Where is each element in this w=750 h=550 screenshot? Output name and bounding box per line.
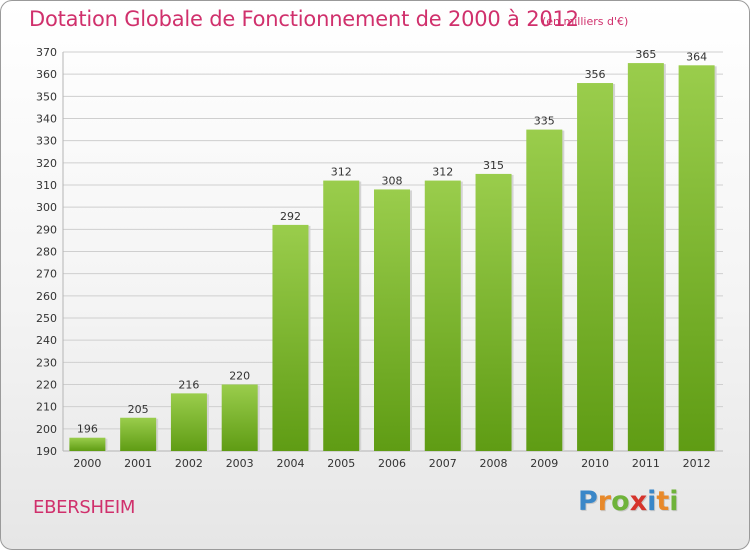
logo-letter: P: [578, 486, 598, 517]
bar: [69, 437, 106, 451]
logo-letter: i: [669, 486, 679, 517]
bar-value-label: 216: [178, 378, 199, 391]
y-tick-label: 340: [36, 113, 57, 126]
logo-letter: o: [611, 486, 630, 517]
bar: [678, 65, 715, 452]
bar: [170, 393, 207, 451]
chart-title: Dotation Globale de Fonctionnement de 20…: [29, 7, 579, 31]
bar: [627, 63, 664, 451]
x-tick-label: 2008: [480, 457, 508, 470]
bar-value-label: 335: [534, 115, 555, 128]
bar: [577, 83, 614, 452]
x-tick-label: 2001: [124, 457, 152, 470]
bar-value-label: 364: [686, 50, 707, 63]
bar-value-label: 308: [382, 174, 403, 187]
proxiti-logo[interactable]: Proxiti: [578, 486, 679, 517]
bar-value-label: 365: [635, 48, 656, 61]
bar-value-label: 312: [331, 166, 352, 179]
chart-subtitle: (en milliers d'€): [542, 15, 629, 28]
y-tick-label: 350: [36, 90, 57, 103]
x-tick-label: 2011: [632, 457, 660, 470]
y-tick-label: 280: [36, 246, 57, 259]
y-tick-label: 360: [36, 68, 57, 81]
x-tick-label: 2009: [530, 457, 558, 470]
bar-value-label: 196: [77, 423, 98, 436]
bar: [272, 224, 309, 451]
y-tick-label: 240: [36, 334, 57, 347]
logo-letter: r: [597, 486, 612, 517]
bar: [323, 180, 360, 452]
y-tick-label: 220: [36, 379, 57, 392]
y-tick-label: 320: [36, 157, 57, 170]
y-tick-label: 290: [36, 223, 57, 236]
x-tick-label: 2004: [276, 457, 304, 470]
town-name: EBERSHEIM: [33, 497, 136, 518]
y-tick-label: 270: [36, 268, 57, 281]
y-tick-label: 210: [36, 401, 57, 414]
x-tick-label: 2006: [378, 457, 406, 470]
logo-letter: i: [647, 486, 657, 517]
y-tick-label: 260: [36, 290, 57, 303]
bar: [526, 129, 563, 452]
x-tick-label: 2012: [683, 457, 711, 470]
bar-value-label: 356: [585, 68, 606, 81]
bar: [374, 189, 410, 451]
bar-value-label: 220: [229, 370, 250, 383]
logo-letter: t: [656, 486, 670, 517]
x-tick-label: 2007: [429, 457, 457, 470]
bar: [424, 180, 461, 452]
bar: [120, 417, 157, 451]
y-tick-label: 190: [36, 445, 57, 458]
bar: [475, 173, 512, 451]
x-tick-label: 2003: [226, 457, 254, 470]
y-tick-label: 310: [36, 179, 57, 192]
x-tick-label: 2010: [581, 457, 609, 470]
bar-value-label: 312: [432, 166, 453, 179]
x-tick-label: 2005: [327, 457, 355, 470]
logo-letter: x: [629, 486, 648, 517]
x-tick-label: 2002: [175, 457, 203, 470]
y-tick-label: 200: [36, 423, 57, 436]
bar-value-label: 315: [483, 159, 504, 172]
y-tick-label: 230: [36, 356, 57, 369]
bar-value-label: 205: [128, 403, 149, 416]
y-tick-label: 300: [36, 201, 57, 214]
y-tick-label: 330: [36, 135, 57, 148]
y-tick-label: 250: [36, 312, 57, 325]
y-tick-label: 370: [36, 46, 57, 59]
bar-value-label: 292: [280, 210, 301, 223]
x-tick-label: 2000: [73, 457, 101, 470]
bar: [221, 384, 258, 451]
